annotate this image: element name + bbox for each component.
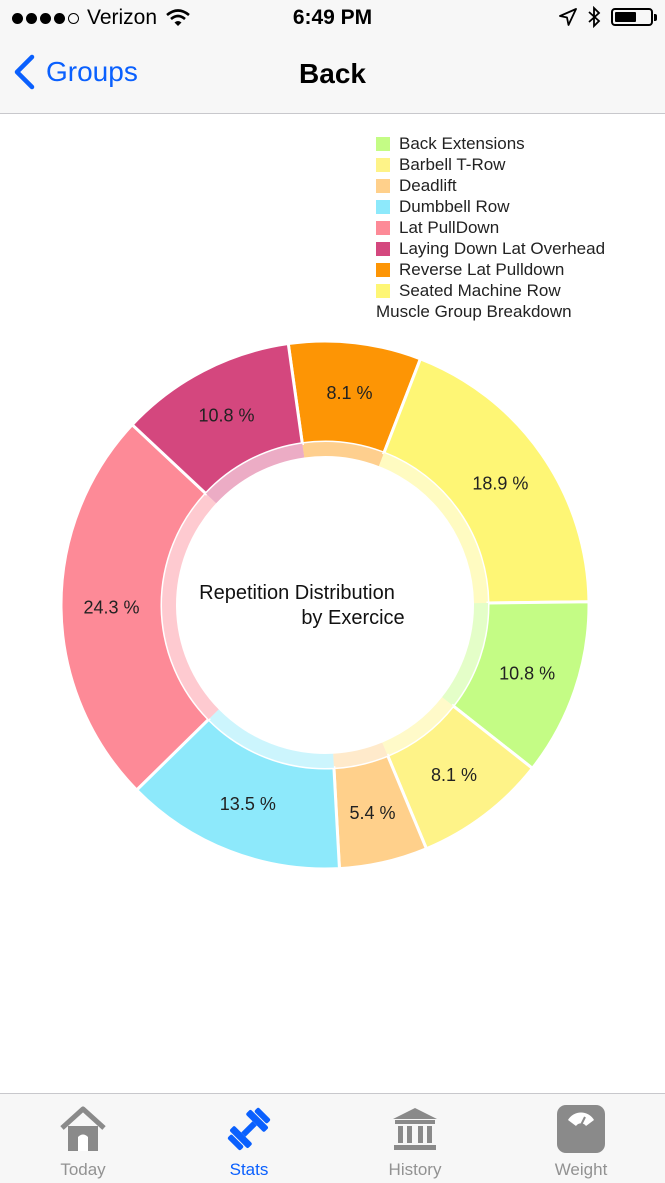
battery-icon: [611, 8, 657, 26]
chart-slice-inner-ring: [382, 697, 454, 756]
legend-label: Seated Machine Row: [399, 280, 561, 300]
tab-history-label: History: [388, 1160, 442, 1179]
legend-swatch: [376, 262, 390, 277]
chart-slice-label: 8.1 %: [431, 765, 477, 785]
legend-label: Dumbbell Row: [399, 196, 510, 216]
legend-swatch: [376, 157, 390, 172]
legend-item: Seated Machine Row: [376, 280, 605, 301]
chart-slice-label: 13.5 %: [220, 794, 276, 814]
back-button-label: Groups: [46, 56, 138, 87]
chart-slice-inner-ring: [208, 709, 334, 768]
clock: 6:49 PM: [292, 6, 373, 29]
legend-item: Barbell T-Row: [376, 154, 605, 175]
legend-label: Back Extensions: [399, 133, 525, 153]
legend-label: Barbell T-Row: [399, 154, 506, 174]
back-button[interactable]: Groups: [12, 54, 138, 90]
chart-slice-inner-ring: [442, 603, 488, 706]
chart-slice-label: 8.1 %: [327, 383, 373, 403]
carrier-name: Verizon: [87, 6, 158, 29]
legend-label: Lat PullDown: [399, 217, 500, 237]
chart-legend: Back Extensions Barbell T-Row Deadlift Dumb…: [376, 133, 605, 322]
scale-icon: [557, 1105, 605, 1153]
page-title: Back: [299, 58, 366, 89]
house-icon: [60, 1106, 106, 1151]
tab-today-label: Today: [60, 1160, 106, 1179]
chart-slice-label: 10.8 %: [499, 664, 555, 684]
legend-swatch: [376, 220, 390, 235]
tab-weight-label: Weight: [554, 1160, 608, 1179]
carrier: Verizon: [12, 6, 191, 30]
signal-strength-icon: [12, 12, 79, 24]
chart-center-text: Repetition Distribution: [199, 582, 395, 604]
dumbbell-icon: [227, 1107, 271, 1151]
legend-item: Reverse Lat Pulldown: [376, 259, 605, 280]
chart-slice-label: 18.9 %: [472, 473, 528, 493]
tab-today[interactable]: Today: [0, 1094, 166, 1183]
chart-slice-label: 24.3 %: [83, 598, 139, 618]
chevron-left-icon: [14, 54, 35, 90]
chart-slice-inner-ring: [302, 442, 384, 467]
navigation-bar: Groups Back: [0, 38, 665, 114]
legend-label: Deadlift: [399, 175, 457, 195]
chart-slice: [130, 341, 305, 496]
chart-slice-inner-ring: [205, 443, 305, 504]
donut-chart: 8.1 % 18.9 % 10.8 % 8.1 % 5.4 % 13.5 % 24.3 % 1…: [59, 339, 591, 871]
wifi-icon: [166, 9, 190, 26]
legend-label: Reverse Lat Pulldown: [399, 259, 565, 279]
legend-swatch: [376, 136, 390, 151]
tab-stats-label: Stats: [229, 1160, 269, 1179]
chart-slice: [381, 356, 591, 605]
chart-slice-label: 5.4 %: [350, 803, 396, 823]
tab-stats[interactable]: Stats: [166, 1094, 332, 1183]
legend-swatch: [376, 178, 390, 193]
legend-label: Laying Down Lat Overhead: [399, 238, 606, 258]
legend-item: Lat PullDown: [376, 217, 605, 238]
bluetooth-icon: [588, 6, 601, 28]
legend-item: Dumbbell Row: [376, 196, 605, 217]
chart-slice: [59, 422, 211, 793]
tab-history[interactable]: History: [332, 1094, 498, 1183]
chart-center-text: by Exercice: [301, 607, 404, 629]
legend-swatch: [376, 199, 390, 214]
legend-swatch: [376, 283, 390, 298]
legend-item: Deadlift: [376, 175, 605, 196]
legend-item: Laying Down Lat Overhead: [376, 238, 605, 259]
chart-slice-inner-ring: [333, 742, 388, 768]
bank-icon: [393, 1108, 437, 1150]
legend-item: Back Extensions: [376, 133, 605, 154]
status-bar: Verizon 6:49 PM: [0, 0, 665, 38]
tab-bar: Today Stats History: [0, 1093, 665, 1183]
legend-swatch: [376, 241, 390, 256]
chart-slice-label: 10.8 %: [199, 406, 255, 426]
chart-legend-caption: Muscle Group Breakdown: [376, 302, 572, 321]
chart-slice-inner-ring: [162, 493, 219, 720]
location-arrow-icon: [559, 8, 577, 26]
chart-slice-inner-ring: [378, 453, 488, 604]
tab-weight[interactable]: Weight: [498, 1094, 664, 1183]
